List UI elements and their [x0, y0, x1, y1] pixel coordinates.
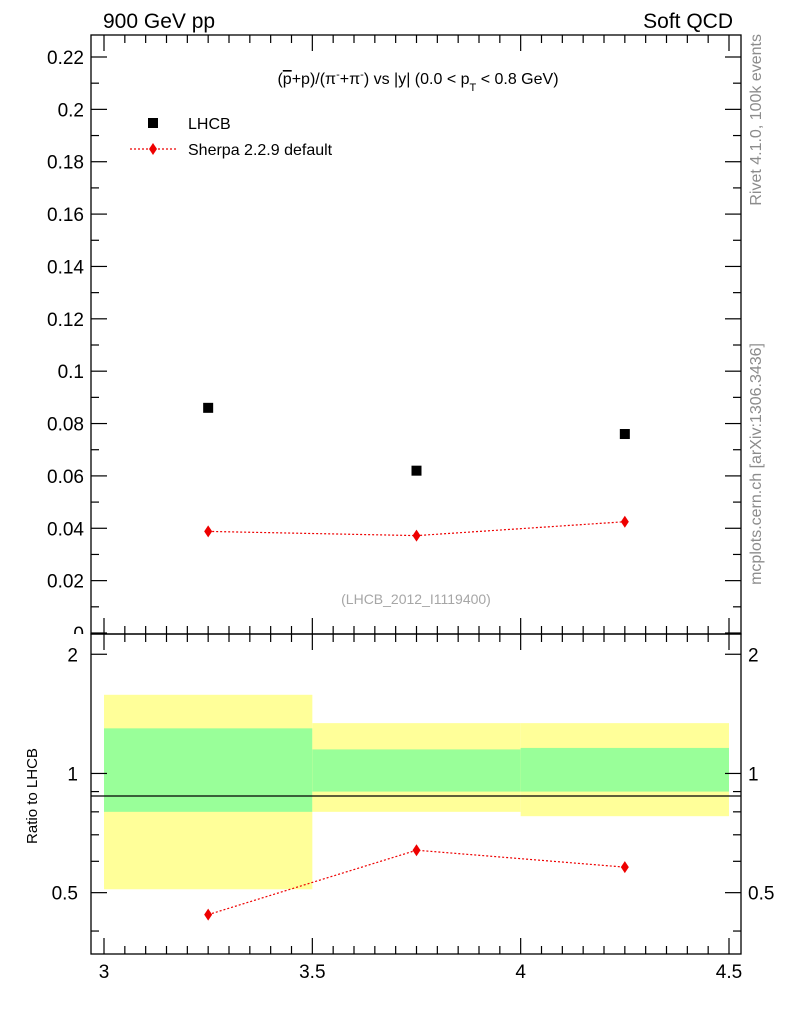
main-ytick-label: 0.12	[47, 310, 84, 331]
legend: LHCB Sherpa 2.2.9 default	[130, 116, 333, 159]
process-label: Soft QCD	[643, 10, 733, 33]
sherpa-point	[620, 515, 629, 528]
legend-lhcb-marker	[148, 118, 158, 128]
sherpa-point	[412, 529, 421, 542]
main-x-axis	[103, 35, 730, 634]
sherpa-ratio-point	[412, 844, 421, 857]
sherpa-ratio-point	[204, 908, 213, 921]
main-ytick-label: 0.14	[47, 257, 84, 278]
main-ytick-label: 0.06	[47, 467, 84, 488]
main-y-axis: 0.02 0.04 0.06 0.08 0.1 0.12 0.14 0.16 0.18 0.2 0.…	[47, 48, 741, 645]
sherpa-ratio-line	[207, 849, 625, 916]
main-ytick-label: 0.2	[58, 100, 84, 121]
ratio-ytick-label: 0.5	[52, 884, 78, 905]
plot-title: (p+p)/(π-+π-) vs |y| (0.0 < pT < 0.8 GeV…	[277, 69, 558, 94]
ratio-x-axis: 3 3.5 4 4.5	[99, 634, 742, 983]
legend-lhcb-label: LHCB	[188, 116, 231, 133]
analysis-watermark: (LHCB_2012_I1119400)	[341, 591, 491, 607]
main-ytick-label: 0.22	[47, 48, 84, 69]
lhcb-point	[203, 402, 214, 413]
ratio-bands	[104, 694, 729, 890]
legend-sherpa-label: Sherpa 2.2.9 default	[188, 142, 333, 159]
ratio-ytick-label-right: 1	[748, 764, 759, 785]
lhcb-point	[619, 429, 630, 440]
ratio-ytick-label: 2	[67, 645, 78, 666]
title-pbar: p	[283, 71, 292, 88]
green-band-1	[312, 749, 521, 792]
energy-label: 900 GeV pp	[103, 10, 215, 33]
green-band-0	[104, 728, 313, 812]
ratio-xtick-label: 3	[99, 962, 110, 983]
ratio-xtick-label: 4.5	[716, 962, 742, 983]
main-ytick-label: 0.08	[47, 415, 84, 436]
main-ytick-zero-label: 0	[73, 624, 84, 645]
ratio-ytick-label-right: 0.5	[748, 884, 774, 905]
ratio-xtick-label: 4	[515, 962, 526, 983]
ratio-data-marks	[204, 844, 629, 921]
sherpa-point	[204, 525, 213, 538]
main-ytick-label: 0.16	[47, 205, 84, 226]
legend-sherpa-marker	[149, 143, 157, 155]
ratio-ytick-label-right: 2	[748, 645, 759, 666]
ratio-ytick-label: 1	[67, 764, 78, 785]
main-ytick-label: 0.02	[47, 572, 84, 593]
green-band-2	[520, 747, 729, 792]
sherpa-ratio-point	[620, 861, 629, 874]
mcplots-label: mcplots.cern.ch [arXiv:1306.3436]	[748, 343, 765, 585]
ratio-y-label: Ratio to LHCB	[24, 748, 41, 844]
main-ytick-label: 0.04	[47, 519, 84, 540]
main-ytick-label: 0.1	[58, 362, 84, 383]
ratio-y-axis: 0.5 0.5 1 1 2 2	[52, 645, 774, 932]
main-ytick-label: 0.18	[47, 153, 84, 174]
main-data-marks	[203, 402, 630, 542]
rivet-label: Rivet 4.1.0, 100k events	[748, 34, 765, 206]
lhcb-point	[411, 465, 422, 476]
ratio-xtick-label: 3.5	[299, 962, 325, 983]
